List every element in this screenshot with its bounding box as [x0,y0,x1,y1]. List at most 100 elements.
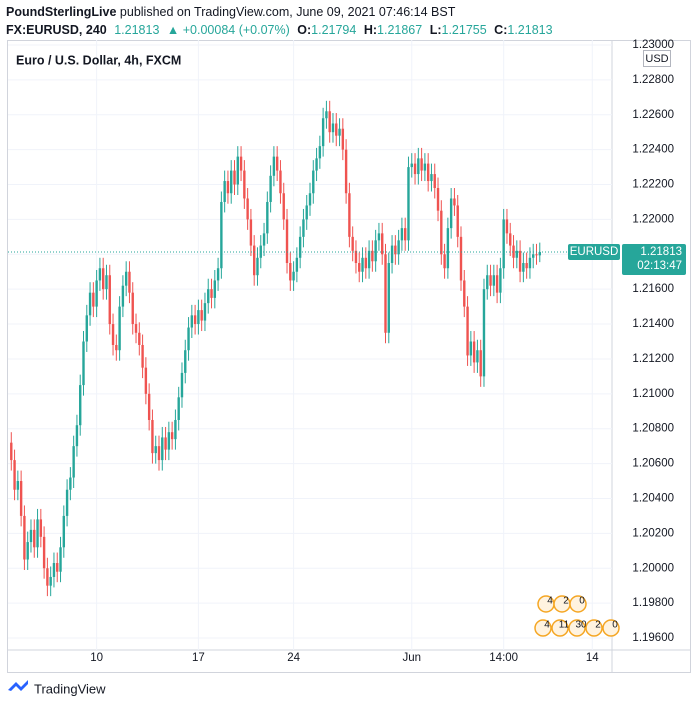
brand: TradingView [34,681,106,696]
candle-body [147,393,151,420]
candle-body [141,344,144,368]
candle-body [361,257,364,272]
candle-body [220,201,223,269]
candle-body [285,219,289,264]
candle-body [249,219,253,246]
candle-body [223,181,226,202]
h-value: 1.21867 [377,23,423,37]
candle-body [499,268,502,293]
price-tag [622,244,686,276]
candle-body [495,275,499,293]
candle-body [358,263,361,272]
y-tick-label: 1.22600 [632,109,674,121]
candle-body [226,181,230,194]
c-value: 1.21813 [507,23,553,37]
candle-body [266,201,269,234]
candle-body [92,292,95,307]
candle-body [101,268,105,290]
candle-body [210,289,213,298]
candle-body [423,163,427,171]
candle-body [200,310,203,321]
candle-body [243,170,246,199]
publisher: PoundSterlingLive [6,5,117,19]
y-tick-label: 1.20600 [632,458,674,470]
quote-line: FX:EURUSD, 240 1.21813 ▲ +0.00084 (+0.07… [6,21,557,39]
y-tick-label: 1.22800 [632,74,674,86]
candle-body [59,547,62,572]
y-tick-label: 1.20200 [632,527,674,539]
event-label: 0 [579,596,585,607]
event-marker [569,595,587,613]
event-label: 4 [544,620,550,631]
candle-body [374,240,377,262]
y-tick-label: 1.20400 [632,493,674,505]
candle-body [420,158,423,171]
candle-body [308,193,312,206]
candle-body [216,268,220,281]
candle-body [213,280,217,298]
candle-body [13,460,16,490]
candle-body [10,442,13,461]
x-tick-label: 24 [287,652,300,664]
candle-body [426,163,430,182]
candle-body [525,263,528,269]
candle-body [98,268,102,281]
candle-body [433,174,436,189]
candle-body [131,292,134,325]
currency-box [643,50,671,67]
candle-body [479,350,482,377]
candle-body [518,250,522,272]
candle-body [489,275,492,286]
candle-body [344,149,348,194]
event-label: 0 [612,620,618,631]
candle-body [446,228,450,269]
candle-body [486,275,489,290]
candle-body [236,156,239,185]
candle-body [161,437,164,461]
candle-body [466,306,469,356]
candle-body [29,529,33,543]
candle-body [535,254,538,256]
event-label: 30 [575,620,587,631]
candle-body [377,233,381,241]
candle-body [492,275,496,286]
candle-body [252,245,256,276]
candle-body [295,257,299,272]
candle-body [298,236,302,258]
candle-body [390,245,394,264]
candle-body [33,529,36,548]
candle-body [351,236,354,251]
candle-body [157,446,161,461]
candle-body [230,170,233,194]
candle-body [269,175,272,202]
candle-body [207,289,210,304]
candle-body [282,193,285,220]
candle-body [407,167,410,241]
candle-body [522,263,525,272]
candle-body [193,315,197,325]
candle-body [108,275,111,325]
event-marker [585,619,603,637]
candle-body [532,254,535,258]
candle-body [505,219,509,234]
x-tick-label: 10 [90,652,103,664]
candle-body [430,174,433,182]
candle-body [88,292,92,316]
change: ▲ +0.00084 (+0.07%) [166,23,290,37]
candle-body [292,271,295,281]
candle-body [279,170,282,194]
y-tick-label: 1.22400 [632,144,674,156]
candle-body [256,257,259,276]
o-label: O: [297,23,312,37]
candle-body [463,280,466,307]
candle-body [187,327,190,351]
price-tag-value: 1.21813 [640,246,682,258]
y-tick-label: 1.21600 [632,283,674,295]
candle-body [203,303,207,321]
event-label: 2 [595,620,601,631]
candle-body [364,257,368,269]
y-tick-label: 1.22000 [632,213,674,225]
candle-body [387,263,390,333]
candle-body [56,563,59,572]
x-tick-label: 14 [586,652,599,664]
